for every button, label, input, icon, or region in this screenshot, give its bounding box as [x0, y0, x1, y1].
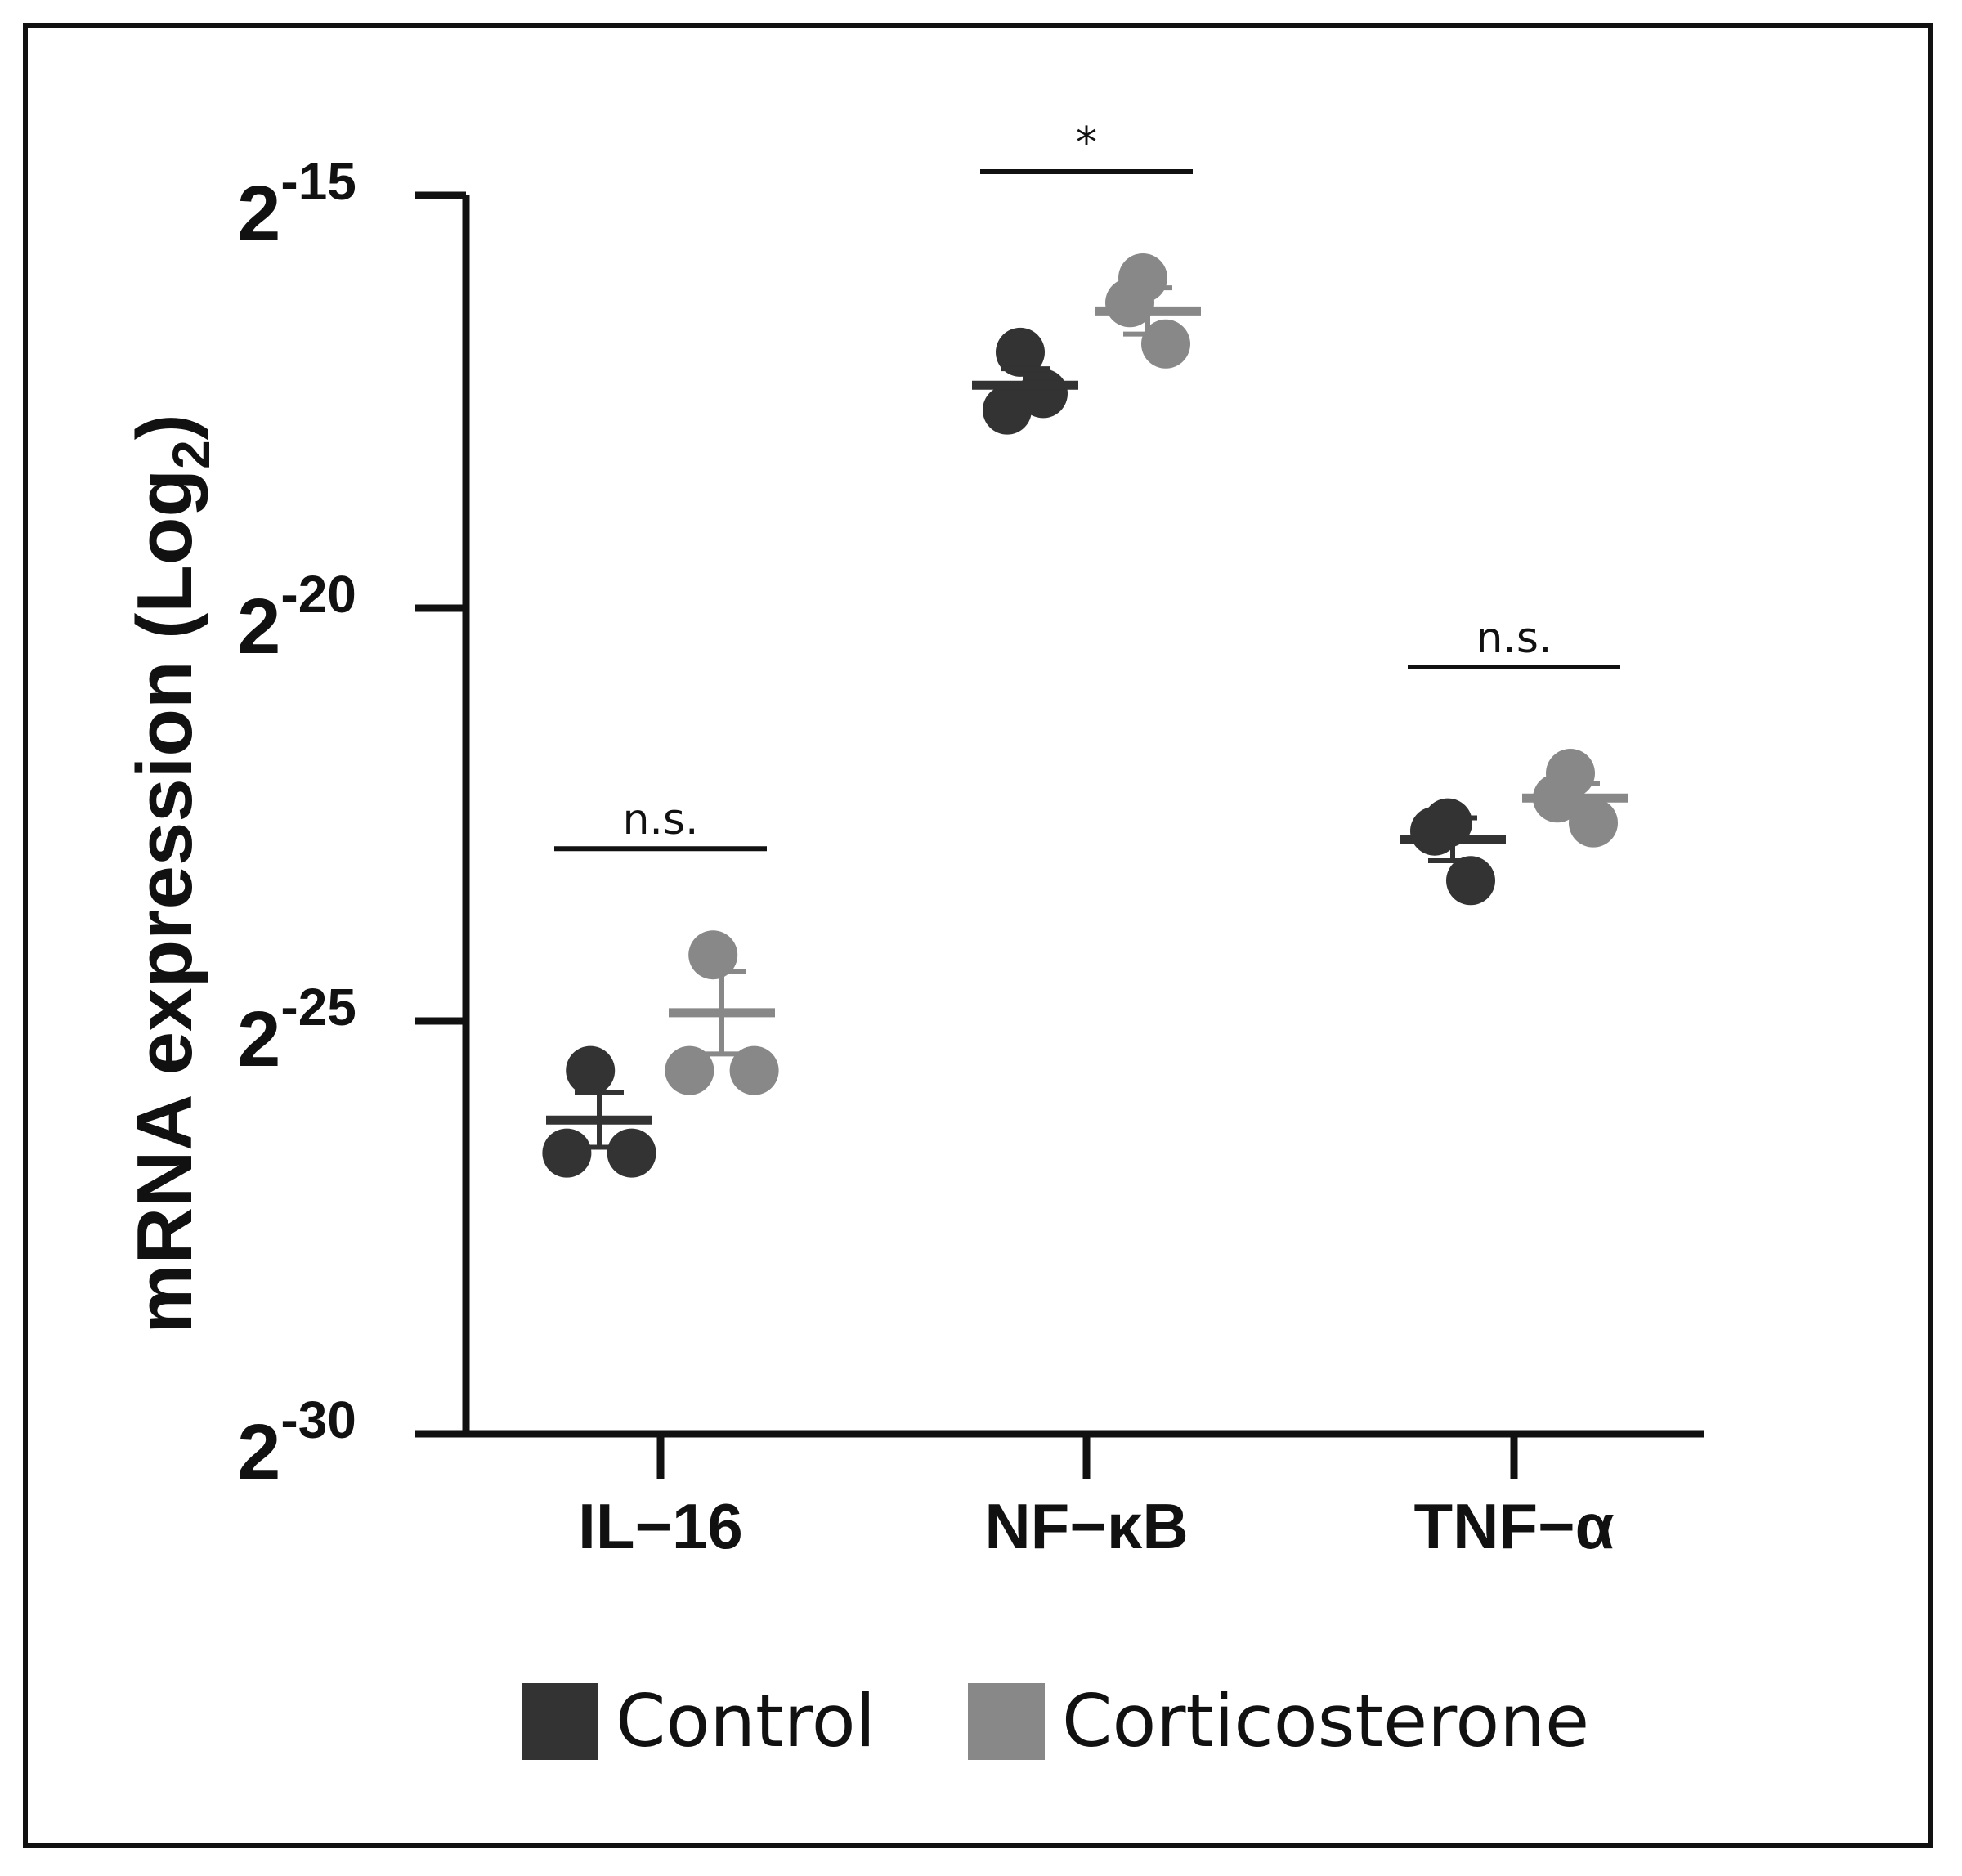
x-tick-label: TNF−α	[1413, 1490, 1614, 1562]
data-point	[665, 1045, 714, 1095]
data-point	[542, 1128, 592, 1178]
significance-label: n.s.	[622, 795, 698, 844]
data-point	[1446, 856, 1495, 906]
significance-label: n.s.	[1476, 614, 1552, 663]
significance-annotations: n.s. * n.s.	[554, 119, 1620, 852]
y-tick-label: 2-25	[237, 978, 356, 1083]
x-ticks: IL−16 NF−κB TNF−α	[578, 1434, 1615, 1562]
legend: Control Corticosterone	[522, 1679, 1589, 1763]
data-point	[607, 1128, 656, 1178]
data-marks	[542, 253, 1628, 1178]
y-tick-label: 2-30	[237, 1390, 356, 1496]
data-point	[688, 930, 738, 980]
legend-swatch	[522, 1683, 598, 1760]
y-tick-label: 2-15	[237, 152, 356, 257]
data-point	[996, 327, 1045, 377]
data-point	[729, 1045, 779, 1095]
significance-label: *	[1076, 119, 1097, 168]
x-tick-label: IL−16	[578, 1490, 743, 1562]
y-ticks: 2-15 2-20 2-25 2-30	[237, 152, 466, 1496]
legend-label: Control	[616, 1679, 876, 1763]
y-axis-label: mRNA expression (Log2)	[121, 414, 221, 1333]
y-tick-label: 2-20	[237, 565, 356, 670]
chart: mRNA expression (Log2) 2-152-202-252-30 …	[121, 119, 1704, 1763]
figure-frame: mRNA expression (Log2) 2-15 2-20 2-25 2-30 …	[23, 23, 1933, 1848]
legend-swatch	[968, 1683, 1045, 1760]
x-tick-label: NF−κB	[984, 1490, 1188, 1562]
legend-label: Corticosterone	[1062, 1679, 1589, 1763]
data-point	[566, 1045, 616, 1095]
